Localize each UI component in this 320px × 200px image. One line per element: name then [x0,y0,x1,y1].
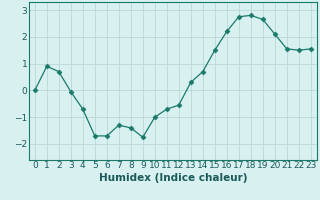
X-axis label: Humidex (Indice chaleur): Humidex (Indice chaleur) [99,173,247,183]
